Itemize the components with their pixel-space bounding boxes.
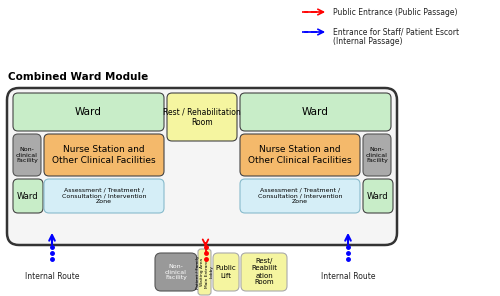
FancyBboxPatch shape [240,179,360,213]
FancyBboxPatch shape [241,253,287,291]
Text: Internal Route: Internal Route [321,272,375,281]
FancyBboxPatch shape [240,93,391,131]
Text: (Internal Passage): (Internal Passage) [333,36,402,46]
FancyBboxPatch shape [167,93,237,141]
FancyBboxPatch shape [13,93,164,131]
Text: Combined Ward Module: Combined Ward Module [8,72,148,82]
Text: Rest / Rehabilitation
Room: Rest / Rehabilitation Room [163,107,241,127]
Text: Non-
clinical
Facility: Non- clinical Facility [366,147,388,163]
FancyBboxPatch shape [44,179,164,213]
Text: Patient / Family
Waiting Area
Main Entrance
Lobby: Patient / Family Waiting Area Main Entra… [196,255,214,289]
Text: Entrance for Staff/ Patient Escort: Entrance for Staff/ Patient Escort [333,28,459,36]
Text: Assessment / Treatment /
Consultation / Intervention
Zone: Assessment / Treatment / Consultation / … [62,188,146,204]
FancyBboxPatch shape [198,249,211,295]
FancyBboxPatch shape [213,253,239,291]
Text: Assessment / Treatment /
Consultation / Intervention
Zone: Assessment / Treatment / Consultation / … [258,188,342,204]
FancyBboxPatch shape [7,88,397,245]
Text: Nurse Station and
Other Clinical Facilities: Nurse Station and Other Clinical Facilit… [248,145,352,165]
FancyBboxPatch shape [44,134,164,176]
Text: Public Entrance (Public Passage): Public Entrance (Public Passage) [333,7,458,17]
FancyBboxPatch shape [363,179,393,213]
Text: Public
Lift: Public Lift [216,266,236,279]
Text: Ward: Ward [17,192,39,200]
Text: Ward: Ward [75,107,102,117]
Text: Ward: Ward [367,192,389,200]
Text: Rest/
Reabilit
ation
Room: Rest/ Reabilit ation Room [251,258,277,286]
FancyBboxPatch shape [155,253,197,291]
FancyBboxPatch shape [240,134,360,176]
FancyBboxPatch shape [13,134,41,176]
Text: Nurse Station and
Other Clinical Facilities: Nurse Station and Other Clinical Facilit… [52,145,156,165]
FancyBboxPatch shape [13,179,43,213]
Text: Internal Route: Internal Route [25,272,79,281]
Text: Non-
clinical
Facility: Non- clinical Facility [165,264,187,280]
FancyBboxPatch shape [363,134,391,176]
Text: Ward: Ward [302,107,329,117]
Text: Non-
clinical
Facility: Non- clinical Facility [16,147,38,163]
